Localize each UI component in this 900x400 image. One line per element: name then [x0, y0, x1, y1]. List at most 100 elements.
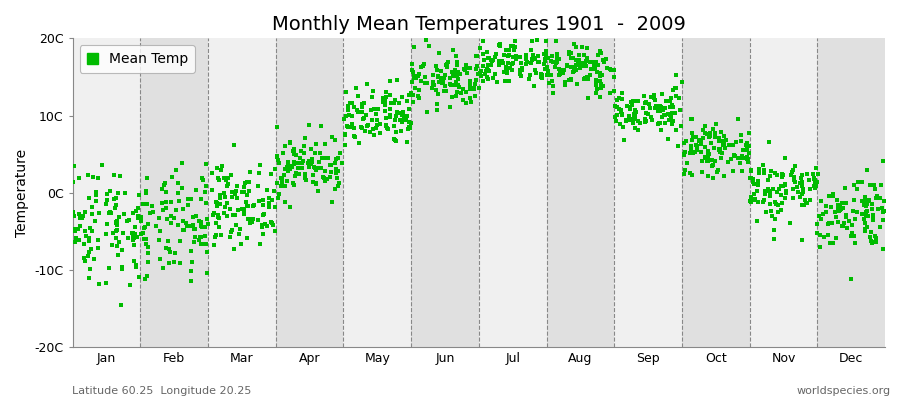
Point — [837, 200, 851, 207]
Point — [580, 73, 594, 80]
Point — [198, 161, 212, 167]
Point — [734, 154, 748, 161]
Point — [212, 201, 227, 208]
Point — [243, 168, 257, 175]
Point — [245, 218, 259, 225]
Point — [592, 70, 607, 76]
Point — [162, 246, 176, 252]
Point — [325, 133, 339, 140]
Point — [482, 66, 496, 73]
Point — [793, 194, 807, 200]
Point — [212, 215, 227, 221]
Point — [402, 124, 417, 131]
Point — [705, 157, 719, 163]
Point — [615, 90, 629, 96]
Point — [526, 83, 541, 89]
Point — [284, 204, 298, 210]
Point — [264, 219, 278, 226]
Point — [792, 180, 806, 186]
Point — [347, 134, 362, 140]
Point — [137, 236, 151, 242]
Point — [440, 60, 454, 67]
Point — [536, 50, 551, 57]
Point — [139, 236, 153, 243]
Point — [104, 209, 119, 216]
Point — [508, 53, 523, 60]
Point — [345, 100, 359, 106]
Point — [400, 113, 414, 120]
Point — [100, 190, 114, 197]
Point — [196, 177, 211, 183]
Point — [599, 65, 614, 71]
Point — [210, 200, 224, 206]
Point — [689, 147, 704, 153]
Point — [379, 94, 393, 100]
Point — [205, 170, 220, 176]
Point — [126, 237, 140, 243]
Point — [431, 73, 446, 80]
Point — [567, 68, 581, 74]
Point — [828, 209, 842, 215]
Point — [304, 161, 319, 167]
Point — [90, 236, 104, 243]
Point — [602, 90, 616, 96]
Point — [657, 120, 671, 126]
Point — [577, 76, 591, 82]
Point — [68, 228, 83, 234]
Point — [850, 179, 865, 185]
Point — [354, 123, 368, 130]
Point — [378, 122, 392, 128]
Point — [194, 240, 208, 247]
Point — [319, 154, 333, 161]
Point — [184, 248, 199, 254]
Point — [612, 95, 626, 101]
Point — [464, 99, 478, 106]
Point — [539, 48, 554, 54]
Point — [192, 218, 206, 224]
Point — [699, 158, 714, 165]
Point — [693, 136, 707, 143]
Point — [88, 198, 103, 204]
Point — [447, 81, 462, 88]
Point — [389, 113, 403, 119]
Point — [698, 144, 712, 150]
Point — [357, 100, 372, 106]
Point — [239, 203, 254, 210]
Point — [238, 211, 252, 218]
Point — [176, 206, 190, 212]
Point — [143, 210, 157, 216]
Point — [146, 208, 160, 215]
Point — [537, 56, 552, 62]
Point — [682, 150, 697, 156]
Point — [643, 105, 657, 111]
Point — [175, 160, 189, 166]
Point — [165, 174, 179, 180]
Point — [412, 95, 427, 102]
Point — [188, 234, 202, 240]
Point — [762, 189, 777, 196]
Point — [678, 149, 692, 156]
Point — [286, 180, 301, 186]
Point — [604, 67, 618, 74]
Point — [773, 192, 788, 199]
Point — [726, 168, 741, 174]
Point — [229, 188, 243, 194]
Point — [87, 218, 102, 224]
Point — [455, 97, 470, 103]
Point — [610, 104, 625, 110]
Point — [482, 55, 496, 61]
Point — [209, 232, 223, 238]
Bar — [73, 38, 140, 347]
Point — [121, 235, 135, 241]
Point — [652, 120, 666, 126]
Point — [72, 237, 86, 244]
Point — [306, 172, 320, 178]
Point — [654, 104, 669, 110]
Point — [114, 266, 129, 272]
Point — [256, 197, 270, 203]
Point — [663, 104, 678, 111]
Point — [863, 182, 878, 188]
Point — [449, 53, 464, 59]
Point — [253, 161, 267, 168]
Point — [734, 138, 748, 144]
